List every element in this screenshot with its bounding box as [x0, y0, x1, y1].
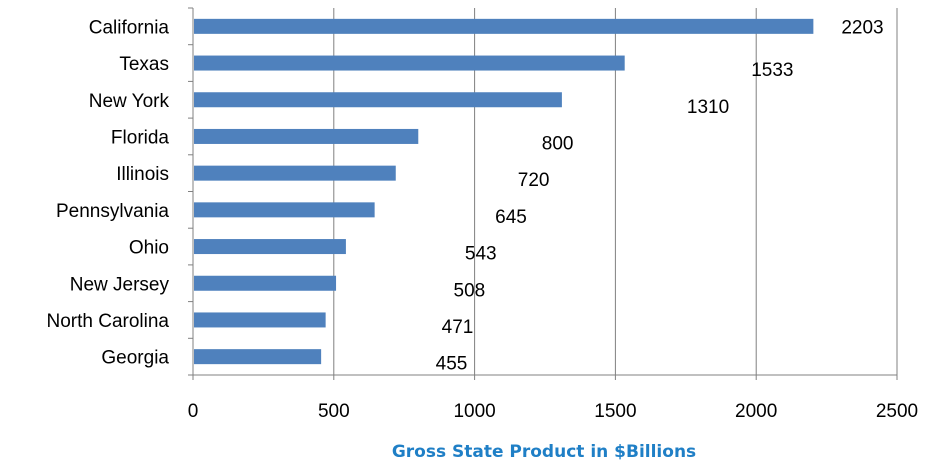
- bar: [194, 165, 396, 181]
- x-tick-label: 2000: [735, 401, 777, 422]
- bar: [194, 92, 562, 108]
- axes: [188, 7, 898, 380]
- data-label: 471: [442, 317, 474, 338]
- data-label: 543: [465, 244, 497, 265]
- category-label: Texas: [119, 54, 169, 75]
- data-label: 1533: [751, 60, 793, 81]
- data-labels: 2203 1533 1310 800 720 645 543 508 471 455: [436, 17, 884, 374]
- x-tick-labels: 0 500 1000 1500 2000 2500: [188, 401, 918, 422]
- x-tick-label: 2500: [876, 401, 918, 422]
- category-label: California: [89, 17, 170, 38]
- bar: [194, 128, 419, 144]
- category-labels: California Texas New York Florida Illinois Pe…: [47, 17, 170, 368]
- category-label: Pennsylvania: [56, 201, 169, 222]
- data-label: 455: [436, 354, 468, 375]
- bar: [194, 55, 625, 71]
- bar: [194, 239, 346, 255]
- category-label: New Jersey: [70, 274, 170, 295]
- data-label: 508: [454, 280, 486, 301]
- bar: [194, 18, 814, 34]
- category-label: Illinois: [116, 164, 169, 185]
- data-label: 1310: [687, 97, 729, 118]
- category-label: New York: [89, 91, 170, 112]
- category-label: Georgia: [101, 348, 169, 369]
- x-tick-label: 0: [188, 401, 199, 422]
- category-label: North Carolina: [47, 311, 170, 332]
- data-label: 800: [542, 133, 574, 154]
- x-axis-title: Gross State Product in $Billions: [392, 442, 696, 462]
- x-tick-label: 1000: [453, 401, 495, 422]
- bar: [194, 275, 337, 291]
- bars: [194, 18, 814, 365]
- data-label: 720: [518, 170, 550, 191]
- bar: [194, 312, 326, 328]
- bar: [194, 349, 322, 365]
- x-tick-label: 1500: [594, 401, 636, 422]
- category-label: Ohio: [129, 238, 169, 259]
- x-tick-label: 500: [318, 401, 350, 422]
- data-label: 645: [495, 207, 527, 228]
- data-label: 2203: [841, 17, 883, 38]
- bar: [194, 202, 375, 218]
- category-label: Florida: [111, 127, 170, 148]
